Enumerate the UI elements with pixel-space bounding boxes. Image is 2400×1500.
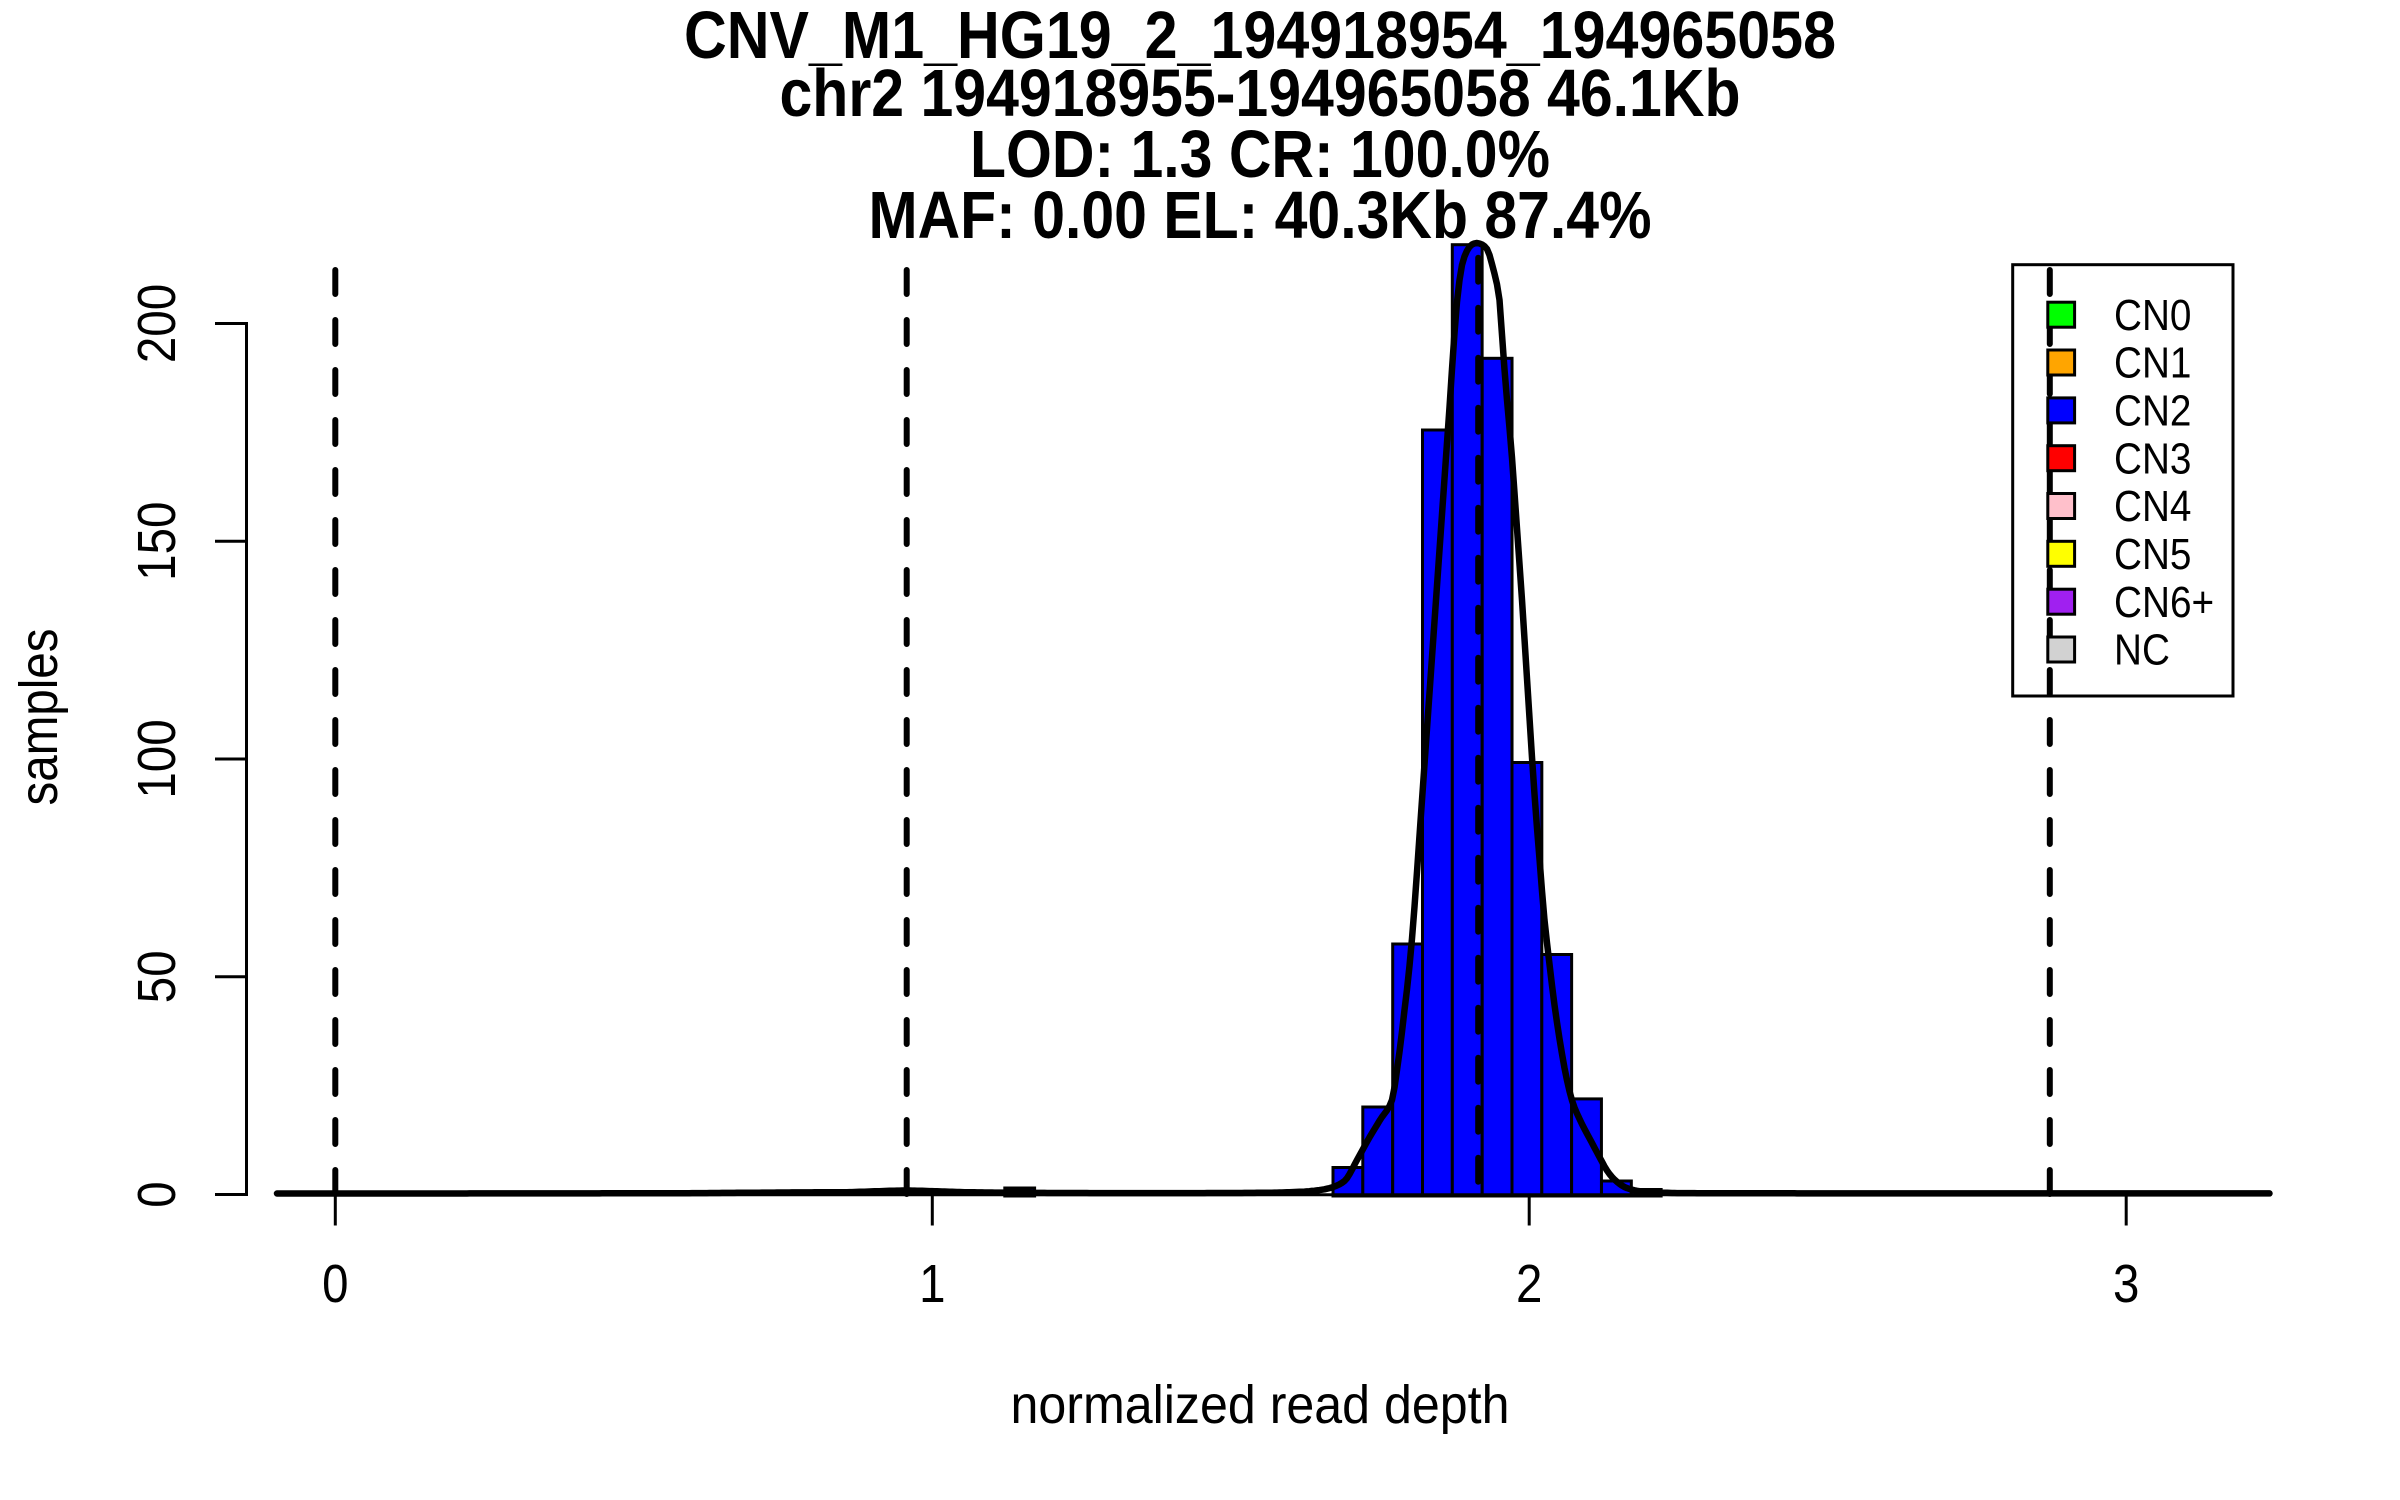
- svg-text:samples: samples: [9, 629, 69, 806]
- svg-text:CNV_M1_HG19_2_194918954_194965: CNV_M1_HG19_2_194918954_194965058: [684, 0, 1836, 73]
- svg-text:chr2 194918955-194965058 46.1K: chr2 194918955-194965058 46.1Kb: [780, 56, 1741, 131]
- svg-text:CN6+: CN6+: [2114, 578, 2214, 627]
- svg-text:NC: NC: [2114, 626, 2170, 675]
- svg-text:50: 50: [127, 950, 187, 1003]
- svg-text:150: 150: [127, 502, 187, 581]
- svg-text:200: 200: [127, 284, 187, 363]
- svg-text:normalized read depth: normalized read depth: [1011, 1375, 1510, 1435]
- svg-text:CN5: CN5: [2114, 530, 2191, 579]
- svg-text:CN2: CN2: [2114, 387, 2191, 436]
- svg-text:2: 2: [1516, 1254, 1542, 1314]
- svg-text:3: 3: [2113, 1254, 2139, 1314]
- svg-text:CN0: CN0: [2114, 291, 2191, 340]
- svg-text:CN1: CN1: [2114, 339, 2191, 388]
- svg-text:LOD: 1.3 CR: 100.0%: LOD: 1.3 CR: 100.0%: [970, 117, 1550, 192]
- svg-text:MAF: 0.00 EL: 40.3Kb 87.4%: MAF: 0.00 EL: 40.3Kb 87.4%: [869, 178, 1652, 253]
- svg-text:0: 0: [127, 1181, 187, 1207]
- svg-text:1: 1: [919, 1254, 945, 1314]
- svg-text:100: 100: [127, 719, 187, 798]
- svg-text:CN4: CN4: [2114, 482, 2191, 531]
- svg-text:CN3: CN3: [2114, 434, 2191, 483]
- svg-text:0: 0: [322, 1254, 348, 1314]
